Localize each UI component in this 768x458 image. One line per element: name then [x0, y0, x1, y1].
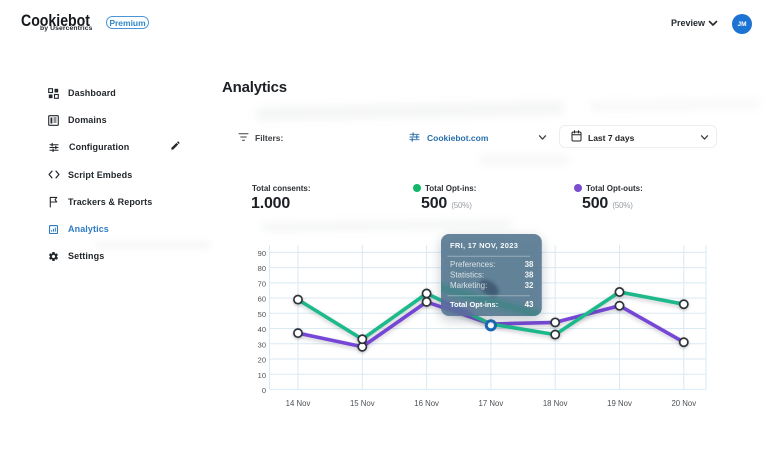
svg-text:19 Nov: 19 Nov: [607, 399, 632, 408]
svg-text:18 Nov: 18 Nov: [543, 399, 568, 408]
svg-text:38: 38: [525, 260, 534, 269]
svg-text:38: 38: [525, 271, 534, 280]
svg-text:14 Nov: 14 Nov: [286, 399, 311, 408]
svg-text:40: 40: [258, 325, 266, 334]
svg-text:Statistics:: Statistics:: [450, 271, 484, 280]
svg-text:30: 30: [258, 340, 266, 349]
svg-text:20 Nov: 20 Nov: [671, 399, 696, 408]
svg-text:32: 32: [525, 281, 534, 290]
svg-text:70: 70: [258, 280, 266, 289]
svg-text:20: 20: [258, 356, 266, 365]
svg-text:90: 90: [258, 249, 266, 258]
svg-text:10: 10: [258, 371, 266, 380]
svg-text:80: 80: [258, 264, 266, 273]
svg-text:43: 43: [525, 300, 534, 309]
svg-text:60: 60: [258, 295, 266, 304]
svg-text:FRI, 17 NOV, 2023: FRI, 17 NOV, 2023: [450, 241, 518, 250]
svg-text:0: 0: [262, 386, 266, 395]
svg-text:17 Nov: 17 Nov: [479, 399, 504, 408]
svg-text:Preferences:: Preferences:: [450, 260, 495, 269]
svg-text:15 Nov: 15 Nov: [350, 399, 375, 408]
svg-text:16 Nov: 16 Nov: [414, 399, 439, 408]
svg-text:50: 50: [258, 310, 266, 319]
svg-text:Total Opt-ins:: Total Opt-ins:: [450, 300, 498, 309]
svg-text:Marketing:: Marketing:: [450, 281, 487, 290]
